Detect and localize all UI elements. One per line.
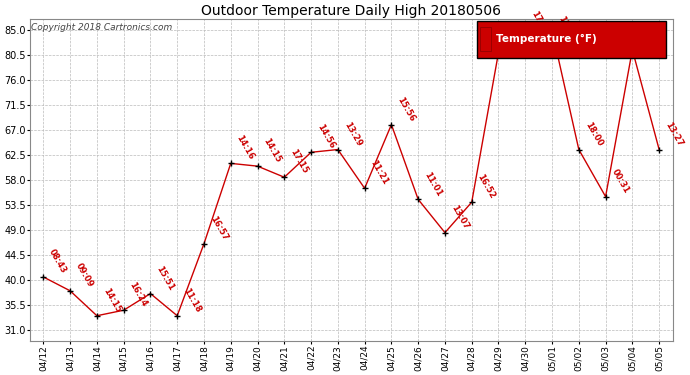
Text: 14:15: 14:15 bbox=[262, 137, 283, 165]
Text: 14:15: 14:15 bbox=[101, 286, 122, 314]
Text: 13:29: 13:29 bbox=[342, 120, 363, 148]
Text: 16:57: 16:57 bbox=[208, 214, 229, 242]
Text: 15: 15 bbox=[556, 14, 570, 29]
Text: 08:43: 08:43 bbox=[48, 248, 68, 275]
Text: 16:24: 16:24 bbox=[128, 281, 149, 309]
Text: 17:15: 17:15 bbox=[288, 148, 310, 176]
Text: 11:01: 11:01 bbox=[422, 170, 444, 198]
Text: 17:04: 17:04 bbox=[502, 23, 524, 51]
Text: 14:56: 14:56 bbox=[315, 123, 336, 151]
Text: 14:16: 14:16 bbox=[235, 134, 256, 162]
Text: 18:00: 18:00 bbox=[583, 120, 604, 148]
Text: 18:00: 18:00 bbox=[636, 21, 658, 48]
Title: Outdoor Temperature Daily High 20180506: Outdoor Temperature Daily High 20180506 bbox=[201, 4, 501, 18]
Text: Temperature (°F): Temperature (°F) bbox=[496, 34, 597, 45]
Text: 11:18: 11:18 bbox=[181, 286, 202, 314]
Text: Copyright 2018 Cartronics.com: Copyright 2018 Cartronics.com bbox=[31, 22, 172, 32]
Text: 13:07: 13:07 bbox=[449, 204, 470, 231]
Text: 09:09: 09:09 bbox=[74, 262, 95, 289]
Text: 13:27: 13:27 bbox=[663, 120, 684, 148]
Text: 15:56: 15:56 bbox=[395, 95, 417, 123]
Text: 11:21: 11:21 bbox=[368, 159, 390, 187]
Text: 15:51: 15:51 bbox=[155, 264, 176, 292]
Text: 17:05: 17:05 bbox=[529, 9, 551, 37]
Text: 00:31: 00:31 bbox=[609, 168, 631, 195]
FancyBboxPatch shape bbox=[480, 27, 491, 51]
FancyBboxPatch shape bbox=[477, 21, 666, 58]
Text: 16:52: 16:52 bbox=[475, 173, 497, 201]
